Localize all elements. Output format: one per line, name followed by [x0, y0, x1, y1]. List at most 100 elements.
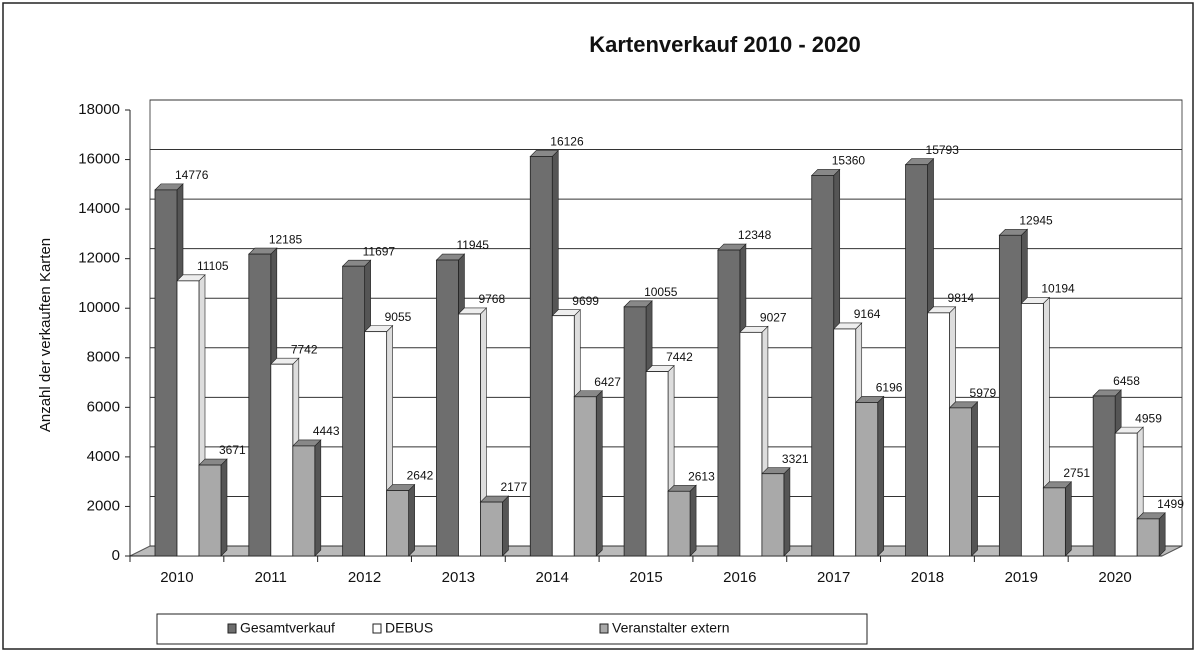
- data-label: 2177: [500, 480, 527, 494]
- bar: [1136, 518, 1160, 557]
- x-tick-label: 2011: [255, 569, 287, 586]
- bar: [386, 490, 410, 557]
- y-tick-label: 6000: [87, 398, 120, 415]
- bar: [436, 259, 459, 557]
- data-label: 3671: [219, 443, 246, 457]
- data-label: 14776: [175, 168, 209, 182]
- data-label: 4959: [1135, 411, 1162, 425]
- bar: [551, 315, 575, 557]
- bar: [998, 234, 1022, 557]
- bar: [811, 175, 835, 557]
- data-label: 7442: [666, 350, 693, 364]
- x-tick-label: 2018: [911, 569, 944, 586]
- bar: [458, 313, 481, 557]
- legend-label: Veranstalter extern: [612, 620, 730, 636]
- bar: [248, 253, 272, 557]
- data-label: 11105: [197, 259, 229, 273]
- bar-side: [689, 484, 697, 557]
- legend-swatch: [372, 623, 382, 634]
- bar: [855, 402, 879, 557]
- bar-side: [408, 483, 415, 557]
- bar: [154, 189, 178, 557]
- y-tick-label: 8000: [87, 349, 120, 366]
- bar: [1020, 303, 1044, 557]
- legend-swatch: [599, 623, 609, 634]
- data-label: 6458: [1113, 374, 1140, 388]
- bar-side: [502, 495, 509, 557]
- x-tick-label: 2013: [442, 569, 475, 586]
- chart-title: Kartenverkauf 2010 - 2020: [589, 32, 861, 57]
- bar-side: [971, 401, 978, 557]
- data-label: 12185: [269, 232, 303, 246]
- data-label: 11945: [456, 238, 489, 252]
- data-label: 9164: [854, 307, 881, 321]
- data-label: 1499: [1157, 497, 1184, 511]
- bar: [292, 445, 316, 557]
- data-label: 3321: [782, 452, 809, 466]
- data-label: 12945: [1019, 213, 1053, 227]
- x-tick-label: 2014: [535, 569, 568, 586]
- data-label: 6427: [594, 375, 621, 389]
- bar: [623, 306, 647, 557]
- bar: [573, 396, 597, 557]
- x-tick-label: 2015: [629, 569, 662, 586]
- data-label: 10194: [1041, 282, 1075, 296]
- legend-box: [156, 613, 868, 645]
- x-tick-label: 2020: [1098, 569, 1131, 586]
- y-tick-label: 0: [112, 547, 120, 564]
- bar: [176, 280, 200, 557]
- data-label: 9027: [760, 311, 787, 325]
- bar: [1114, 432, 1138, 557]
- data-label: 16126: [550, 135, 584, 149]
- data-label: 9768: [478, 292, 505, 306]
- bar: [667, 490, 691, 557]
- y-tick-label: 18000: [78, 101, 120, 118]
- bar: [529, 156, 553, 557]
- bar-side: [877, 395, 885, 557]
- bar: [198, 464, 222, 557]
- bar: [717, 249, 741, 557]
- y-tick-label: 4000: [87, 448, 120, 465]
- y-tick-label: 16000: [78, 151, 120, 168]
- bar: [739, 331, 763, 557]
- legend-label: Gesamtverkauf: [240, 620, 335, 636]
- bar: [342, 265, 366, 557]
- y-axis-title: Anzahl der verkauften Karten: [37, 238, 54, 432]
- data-label: 2751: [1063, 466, 1090, 480]
- data-label: 15360: [832, 154, 866, 168]
- bar: [480, 501, 503, 557]
- data-label: 9055: [385, 310, 412, 324]
- data-label: 2642: [407, 469, 434, 483]
- data-label: 5979: [970, 386, 997, 400]
- bar: [905, 164, 928, 557]
- bar: [927, 312, 950, 557]
- y-tick-label: 2000: [87, 497, 120, 514]
- data-label: 7742: [291, 342, 318, 356]
- x-tick-label: 2012: [348, 569, 381, 586]
- bar-side: [783, 466, 791, 557]
- legend-label: DEBUS: [385, 620, 433, 636]
- data-label: 4443: [313, 424, 340, 438]
- bar: [270, 363, 294, 557]
- data-label: 10055: [644, 285, 678, 299]
- data-label: 9814: [948, 291, 975, 305]
- bar: [1092, 395, 1116, 557]
- data-label: 11697: [363, 244, 396, 258]
- y-tick-label: 12000: [78, 250, 120, 267]
- data-label: 2613: [688, 469, 715, 483]
- legend-swatch: [227, 623, 237, 634]
- x-tick-label: 2017: [817, 569, 850, 586]
- bar: [833, 328, 857, 557]
- y-tick-label: 10000: [78, 299, 120, 316]
- bar-side: [220, 458, 228, 557]
- bar: [761, 473, 785, 557]
- y-tick-label: 14000: [78, 200, 120, 217]
- x-tick-label: 2016: [723, 569, 756, 586]
- bar: [1042, 487, 1066, 557]
- bar-side: [1158, 512, 1166, 557]
- bar: [645, 371, 669, 557]
- x-tick-label: 2010: [160, 569, 193, 586]
- data-label: 6196: [876, 381, 903, 395]
